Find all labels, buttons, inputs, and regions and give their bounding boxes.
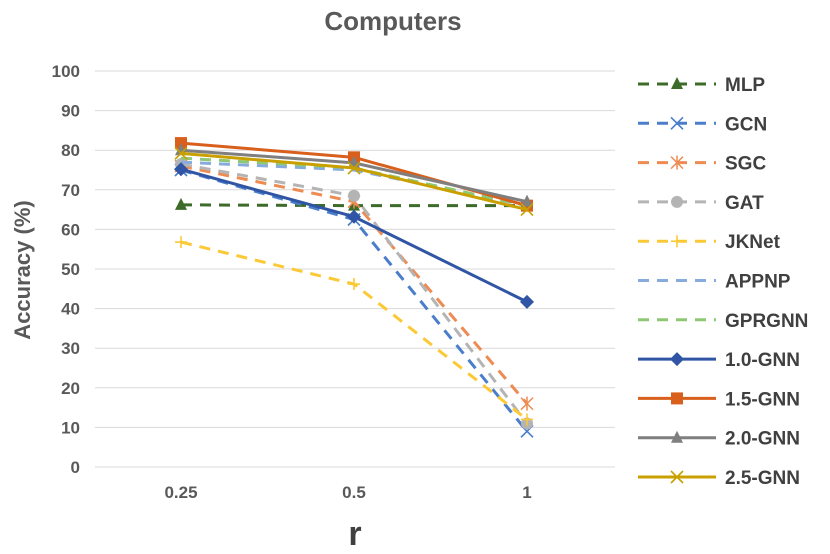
data-point-x <box>670 116 684 130</box>
tick-labels: 0 10 20 30 40 50 60 70 80 90 100 0.25 0.5 1 <box>52 62 532 502</box>
data-point-asterisk <box>520 396 534 411</box>
y-tick-label: 10 <box>61 418 80 437</box>
data-point-x <box>174 146 188 160</box>
legend-label: GPRGNN <box>725 311 808 332</box>
data-point-x <box>347 161 361 175</box>
data-point-triangle <box>671 430 683 443</box>
legend-label: APPNP <box>725 272 791 293</box>
y-tick-label: 70 <box>61 181 80 200</box>
y-tick-label: 20 <box>61 379 80 398</box>
legend-entry: SGC <box>638 154 766 175</box>
y-tick-label: 100 <box>52 62 80 81</box>
legend-entry: APPNP <box>638 272 791 293</box>
data-point-diamond <box>347 209 361 224</box>
data-point-square <box>175 137 187 150</box>
data-point-diamond <box>174 162 188 177</box>
data-point-triangle <box>671 77 683 89</box>
data-point-plus <box>521 413 533 426</box>
y-tick-label: 40 <box>61 300 80 319</box>
y-tick-label: 30 <box>61 339 80 358</box>
data-point-triangle <box>521 194 533 207</box>
legend-label: GAT <box>725 193 764 214</box>
x-axis-label: r <box>348 515 361 553</box>
data-point-plus <box>348 278 360 291</box>
legend-entry: GPRGNN <box>638 311 808 332</box>
y-axis-label: Accuracy (%) <box>10 200 35 339</box>
series-lines <box>174 137 534 438</box>
legend-entry: 1.0-GNN <box>638 350 800 371</box>
y-tick-label: 50 <box>61 260 80 279</box>
x-tick-label: 1 <box>522 483 531 502</box>
series-1-0-gnn <box>174 162 534 309</box>
x-tick-label: 0.25 <box>164 483 197 502</box>
y-tick-label: 90 <box>61 102 80 121</box>
legend-entry: JKNet <box>638 232 781 253</box>
legend-entry: MLP <box>638 75 765 96</box>
series-jknet <box>175 236 533 426</box>
legend-label: MLP <box>725 75 765 96</box>
data-point-x <box>520 203 534 217</box>
legend-entry: 2.5-GNN <box>638 468 800 489</box>
legend-label: 2.0-GNN <box>725 429 800 450</box>
y-tick-label: 60 <box>61 220 80 239</box>
legend-label: 1.0-GNN <box>725 350 800 371</box>
data-point-diamond <box>670 352 684 367</box>
legend-label: GCN <box>725 114 767 135</box>
legend-label: 1.5-GNN <box>725 389 800 410</box>
data-point-x <box>670 470 684 484</box>
data-point-triangle <box>175 197 187 210</box>
legend-label: 2.5-GNN <box>725 468 800 489</box>
chart-title: Computers <box>324 6 461 36</box>
legend-entry: 2.0-GNN <box>638 429 800 450</box>
legend-entry: GAT <box>638 193 764 214</box>
data-point-plus <box>671 235 683 248</box>
legend-entry: GCN <box>638 114 767 135</box>
legend-label: SGC <box>725 154 766 175</box>
legend-entry: 1.5-GNN <box>638 389 800 410</box>
y-tick-label: 0 <box>71 458 80 477</box>
data-point-circle <box>671 195 683 208</box>
data-point-plus <box>175 236 187 249</box>
y-tick-label: 80 <box>61 141 80 160</box>
series-2-5-gnn <box>174 146 534 217</box>
data-point-square <box>671 392 683 405</box>
gridlines <box>95 70 615 468</box>
data-point-circle <box>348 189 360 202</box>
legend-label: JKNet <box>725 232 781 253</box>
x-tick-label: 0.5 <box>342 483 366 502</box>
data-point-diamond <box>520 294 534 309</box>
legend: MLP GCN SGC GAT JKNet APPNP GPRGNN 1.0-GNN 1.5-G… <box>638 75 808 489</box>
data-point-asterisk <box>670 155 684 170</box>
